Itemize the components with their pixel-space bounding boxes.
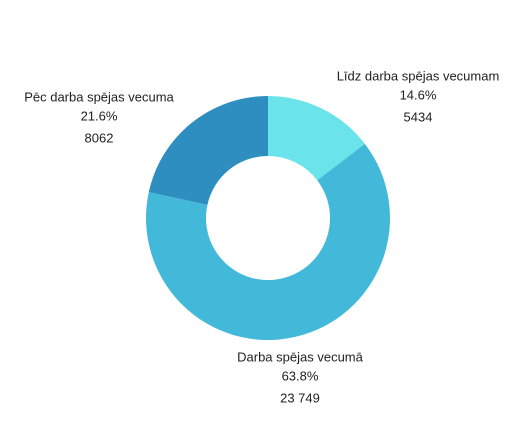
count-label: 8062 bbox=[85, 130, 114, 145]
segment-label: Līdz darba spējas vecumam bbox=[337, 68, 500, 83]
percent-label: 21.6% bbox=[81, 108, 118, 123]
count-label: 23 749 bbox=[280, 390, 320, 405]
segment-label: Darba spējas vecumā bbox=[237, 349, 363, 364]
donut-segment bbox=[268, 96, 365, 181]
donut-segment bbox=[148, 96, 268, 205]
percent-label: 63.8% bbox=[282, 368, 319, 383]
segment-label: Pēc darba spējas vecuma bbox=[24, 89, 174, 104]
count-label: 5434 bbox=[404, 109, 433, 124]
percent-label: 14.6% bbox=[400, 87, 437, 102]
donut-segment bbox=[146, 143, 391, 340]
